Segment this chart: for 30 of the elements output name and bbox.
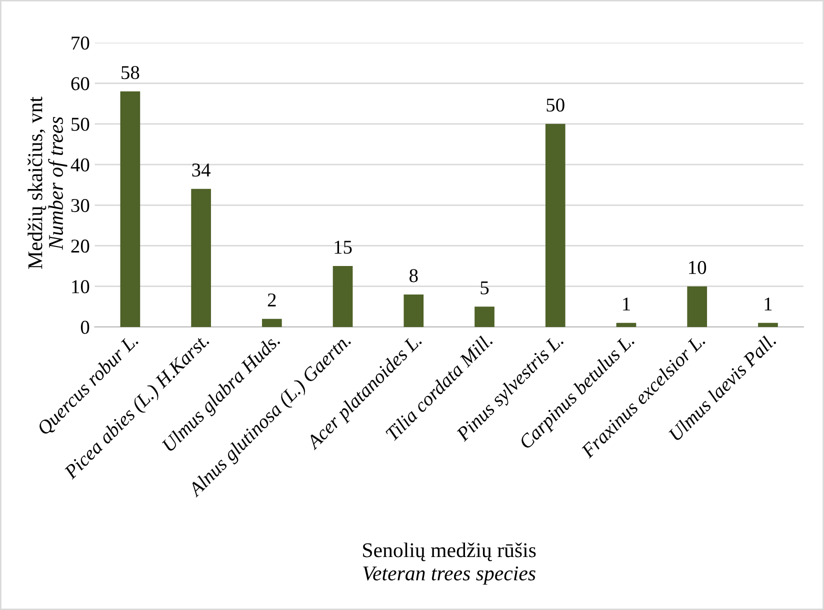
bar	[120, 91, 140, 327]
bar	[332, 266, 353, 327]
data-label: 8	[410, 269, 418, 282]
y-tick-label: 20	[71, 240, 90, 253]
bar	[687, 286, 708, 327]
y-tick-label: 60	[71, 77, 90, 90]
data-label: 58	[122, 66, 140, 80]
data-label: 50	[546, 98, 564, 112]
data-label: 10	[689, 260, 706, 274]
bar	[758, 322, 778, 327]
data-label: 15	[334, 240, 352, 254]
bar	[616, 322, 636, 327]
y-tick-label: 40	[70, 158, 90, 172]
y-tick-label: 10	[72, 280, 90, 294]
y-axis-title: Medžių skaičius, vnt Number of trees	[28, 96, 68, 269]
bar	[262, 318, 282, 327]
bar	[191, 188, 211, 327]
y-tick-label: 30	[71, 198, 90, 212]
bar	[474, 306, 494, 327]
data-label: 1	[764, 298, 772, 310]
bar	[545, 124, 566, 327]
y-tick-label: 0	[80, 320, 90, 334]
y-tick-label: 50	[72, 118, 90, 131]
x-axis-title: Senolių medžių rūšis Veteran trees species	[363, 542, 536, 585]
data-label: 34	[192, 164, 210, 177]
data-label: 2	[268, 293, 276, 306]
data-label: 5	[480, 281, 489, 294]
data-label: 1	[623, 298, 630, 310]
bar	[404, 294, 424, 327]
y-tick-label: 70	[72, 36, 90, 50]
